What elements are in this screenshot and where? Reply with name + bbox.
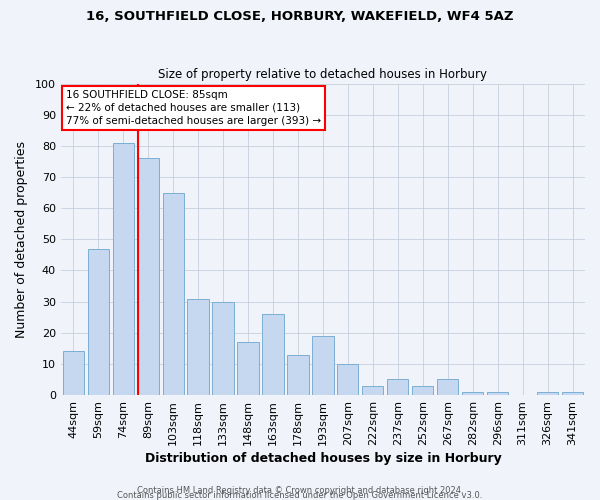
Bar — [212, 302, 233, 395]
Bar — [137, 158, 159, 395]
Text: Contains HM Land Registry data © Crown copyright and database right 2024.: Contains HM Land Registry data © Crown c… — [137, 486, 463, 495]
Y-axis label: Number of detached properties: Number of detached properties — [15, 141, 28, 338]
Bar — [88, 248, 109, 395]
Bar — [387, 380, 409, 395]
Text: 16 SOUTHFIELD CLOSE: 85sqm
← 22% of detached houses are smaller (113)
77% of sem: 16 SOUTHFIELD CLOSE: 85sqm ← 22% of deta… — [66, 90, 321, 126]
Bar — [562, 392, 583, 395]
Bar — [238, 342, 259, 395]
Bar — [437, 380, 458, 395]
Bar — [287, 354, 308, 395]
Bar — [337, 364, 358, 395]
Bar — [362, 386, 383, 395]
Text: 16, SOUTHFIELD CLOSE, HORBURY, WAKEFIELD, WF4 5AZ: 16, SOUTHFIELD CLOSE, HORBURY, WAKEFIELD… — [86, 10, 514, 23]
Bar — [537, 392, 558, 395]
Bar — [113, 142, 134, 395]
Bar — [262, 314, 284, 395]
Bar — [412, 386, 433, 395]
Bar — [163, 192, 184, 395]
Title: Size of property relative to detached houses in Horbury: Size of property relative to detached ho… — [158, 68, 487, 81]
Bar — [462, 392, 483, 395]
Bar — [187, 298, 209, 395]
Bar — [312, 336, 334, 395]
Text: Contains public sector information licensed under the Open Government Licence v3: Contains public sector information licen… — [118, 490, 482, 500]
Bar — [62, 352, 84, 395]
X-axis label: Distribution of detached houses by size in Horbury: Distribution of detached houses by size … — [145, 452, 501, 465]
Bar — [487, 392, 508, 395]
